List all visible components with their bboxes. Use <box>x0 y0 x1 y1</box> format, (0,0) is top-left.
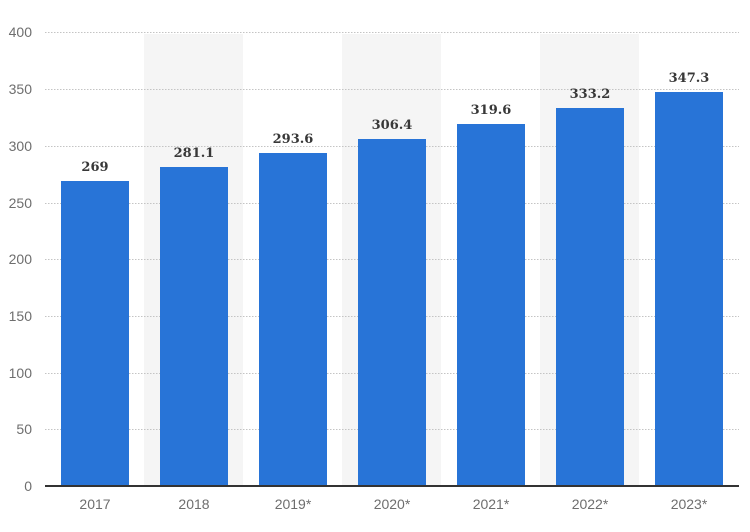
x-tick-label: 2018 <box>178 496 210 512</box>
value-label: 281.1 <box>173 146 215 161</box>
bar[interactable] <box>556 108 624 485</box>
x-tick-label: 2020* <box>373 496 411 512</box>
y-tick-label: 100 <box>8 365 32 381</box>
y-tick-label: 200 <box>8 251 32 267</box>
bar[interactable] <box>160 167 228 485</box>
gridline <box>45 32 739 33</box>
y-tick-label: 50 <box>16 421 32 437</box>
x-tick-label: 2023* <box>670 496 708 512</box>
y-tick-label: 300 <box>8 138 32 154</box>
x-tick-label: 2017 <box>79 496 111 512</box>
y-tick-label: 350 <box>8 81 32 97</box>
bar[interactable] <box>457 124 525 485</box>
x-tick-label: 2022* <box>571 496 609 512</box>
x-tick-label: 2019* <box>274 496 312 512</box>
x-tick-label: 2021* <box>472 496 510 512</box>
x-axis-line <box>45 485 739 487</box>
gridline <box>45 89 739 90</box>
bar[interactable] <box>61 181 129 485</box>
y-tick-label: 0 <box>24 478 32 494</box>
value-label: 269 <box>81 160 109 175</box>
value-label: 333.2 <box>569 87 611 102</box>
bar[interactable] <box>358 139 426 485</box>
bar[interactable] <box>655 92 723 485</box>
y-tick-label: 150 <box>8 308 32 324</box>
bar[interactable] <box>259 153 327 485</box>
value-label: 347.3 <box>668 71 710 86</box>
y-tick-label: 400 <box>8 24 32 40</box>
value-label: 319.6 <box>470 103 512 118</box>
value-label: 293.6 <box>272 132 314 147</box>
y-tick-label: 250 <box>8 195 32 211</box>
value-label: 306.4 <box>371 118 413 133</box>
